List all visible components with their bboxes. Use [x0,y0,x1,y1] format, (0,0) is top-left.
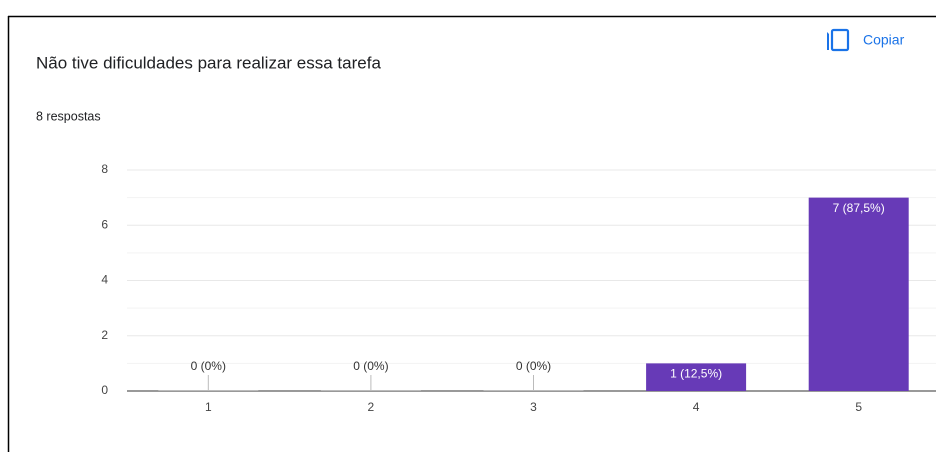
bar [808,197,909,391]
y-tick-label: 0 [101,383,108,397]
value-label: 1 (12,5%) [670,367,722,381]
copy-icon-back [827,32,829,50]
x-tick-label: 5 [855,400,862,414]
y-tick-label: 6 [101,217,108,231]
copy-button[interactable]: Copiar [827,28,905,52]
y-tick-label: 4 [101,273,108,287]
y-tick-label: 2 [101,328,108,342]
value-label: 0 (0%) [516,359,551,373]
bar [646,363,747,391]
x-tick-label: 1 [205,400,212,414]
value-label: 0 (0%) [191,359,226,373]
copy-icon [830,28,850,52]
y-tick-label: 8 [101,162,108,176]
copy-label[interactable]: Copiar [863,32,905,48]
x-tick-label: 2 [368,400,375,414]
x-tick-label: 3 [530,400,537,414]
x-tick-label: 4 [693,400,700,414]
chart-subtitle: 8 respostas [36,109,101,123]
chart-title: Não tive dificuldades para realizar essa… [36,53,381,72]
value-label: 7 (87,5%) [833,201,885,215]
value-label: 0 (0%) [353,359,388,373]
